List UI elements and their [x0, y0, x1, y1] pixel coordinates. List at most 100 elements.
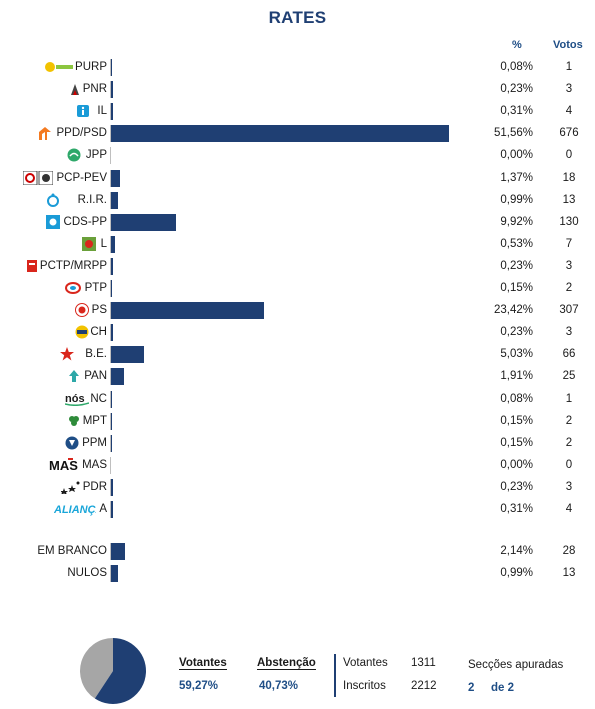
result-percent: 5,03% [500, 348, 533, 361]
result-votes: 3 [565, 480, 573, 493]
result-row: R.I.R. 0,99% 13 [0, 190, 595, 212]
party-name: PURP [75, 61, 107, 73]
bar-axis [110, 147, 111, 165]
result-row: PCTP/MRPP 0,23% 3 [0, 256, 595, 278]
bar-axis [110, 456, 111, 474]
result-row: PDR 0,23% 3 [0, 477, 595, 499]
inscritos-count: 2212 [411, 680, 437, 692]
result-votes: 1 [565, 392, 573, 405]
result-percent: 0,31% [500, 105, 533, 118]
result-bar [111, 368, 124, 386]
result-percent: 0,23% [500, 480, 533, 493]
bar-axis [110, 169, 111, 187]
result-bar [111, 213, 176, 231]
party-name: CH [90, 326, 107, 339]
result-bar [111, 346, 144, 364]
result-bar [111, 280, 112, 297]
party-name: PNR [82, 83, 107, 96]
bar-axis [110, 302, 111, 320]
svg-text:ALIANÇA: ALIANÇA [54, 504, 96, 516]
hammer-sickle-logo [23, 170, 53, 185]
party-name: PDR [82, 480, 107, 493]
alianca-logo: ALIANÇA [54, 502, 96, 516]
cds-logo [46, 214, 60, 229]
result-percent: 0,08% [500, 61, 533, 73]
inscritos-label: Inscritos [343, 680, 386, 692]
result-votes: 18 [562, 171, 576, 184]
result-bar [111, 81, 113, 99]
result-row: PS 23,42% 307 [0, 300, 595, 322]
result-bar [111, 302, 265, 320]
party-name: PCP-PEV [56, 171, 108, 184]
result-votes: 7 [565, 237, 573, 250]
result-row: JPP 0,00% 0 [0, 145, 595, 167]
result-bar [111, 235, 115, 253]
result-row: EM BRANCO 2,14% 28 [0, 541, 595, 563]
bar-axis [110, 213, 111, 231]
pie-slice-abstencao [80, 638, 113, 699]
party-name: PCTP/MRPP [39, 259, 107, 272]
ring-logo [46, 193, 60, 207]
result-bar [111, 103, 113, 121]
mas-logo: MAS [49, 457, 81, 472]
result-row: B.E. 5,03% 66 [0, 344, 595, 366]
result-row: NULOS 0,99% 13 [0, 563, 595, 585]
result-bar [111, 324, 113, 342]
swirl-logo [65, 281, 81, 295]
bar-axis [110, 543, 111, 560]
party-name: PAN [84, 370, 107, 383]
circle-logo [67, 148, 81, 162]
footer-divider [334, 654, 336, 697]
turnout-pie-chart [80, 638, 146, 704]
ch-logo [75, 325, 89, 339]
votes-column-header: Votos [553, 39, 583, 51]
result-row: AALIANÇA 0,31% 4 [0, 499, 595, 521]
bar-axis [110, 59, 111, 76]
result-votes: 3 [565, 259, 573, 272]
votantes-count-label: Votantes [343, 657, 388, 669]
party-name: PTP [84, 282, 107, 294]
result-percent: 9,92% [500, 215, 533, 228]
bar-axis [110, 103, 111, 121]
result-row: IL 0,31% 4 [0, 101, 595, 123]
flame-logo [69, 82, 81, 96]
result-row: PPM 0,15% 2 [0, 433, 595, 455]
result-row: CH 0,23% 3 [0, 322, 595, 344]
svg-text:nós: nós [65, 393, 85, 405]
bar-axis [110, 390, 111, 408]
result-votes: 13 [562, 193, 576, 206]
result-row: PTP 0,15% 2 [0, 278, 595, 300]
party-name: NULOS [67, 567, 107, 580]
tree-logo [67, 369, 81, 383]
rose-logo [75, 303, 89, 318]
result-percent: 0,99% [500, 193, 533, 206]
bar-axis [110, 368, 111, 386]
result-votes: 25 [562, 370, 576, 383]
result-bar [111, 257, 113, 275]
result-bar [111, 543, 125, 560]
sun-flower-logo [44, 60, 74, 74]
result-bar [111, 434, 112, 452]
bar-axis [110, 257, 111, 275]
bar-axis [110, 81, 111, 99]
party-name: CDS-PP [63, 215, 107, 228]
nos-logo: nós [65, 392, 89, 406]
bar-axis [110, 346, 111, 364]
bar-axis [110, 412, 111, 430]
result-percent: 0,00% [500, 458, 533, 471]
result-row: MAS MAS 0,00% 0 [0, 455, 595, 477]
result-bar [111, 191, 118, 209]
bar-axis [110, 501, 111, 518]
abstencao-percent: 40,73% [259, 680, 299, 692]
result-percent: 0,08% [500, 392, 533, 405]
ppm-logo [65, 436, 81, 450]
result-percent: 0,00% [500, 149, 533, 162]
party-name: JPP [85, 149, 107, 162]
seccoes-total: de 2 [491, 682, 515, 694]
result-bar [111, 478, 113, 496]
party-name: NC [90, 392, 107, 405]
bar-axis [110, 478, 111, 496]
result-bar [111, 125, 449, 143]
result-votes: 130 [559, 215, 579, 228]
party-name: EM BRANCO [37, 545, 107, 557]
